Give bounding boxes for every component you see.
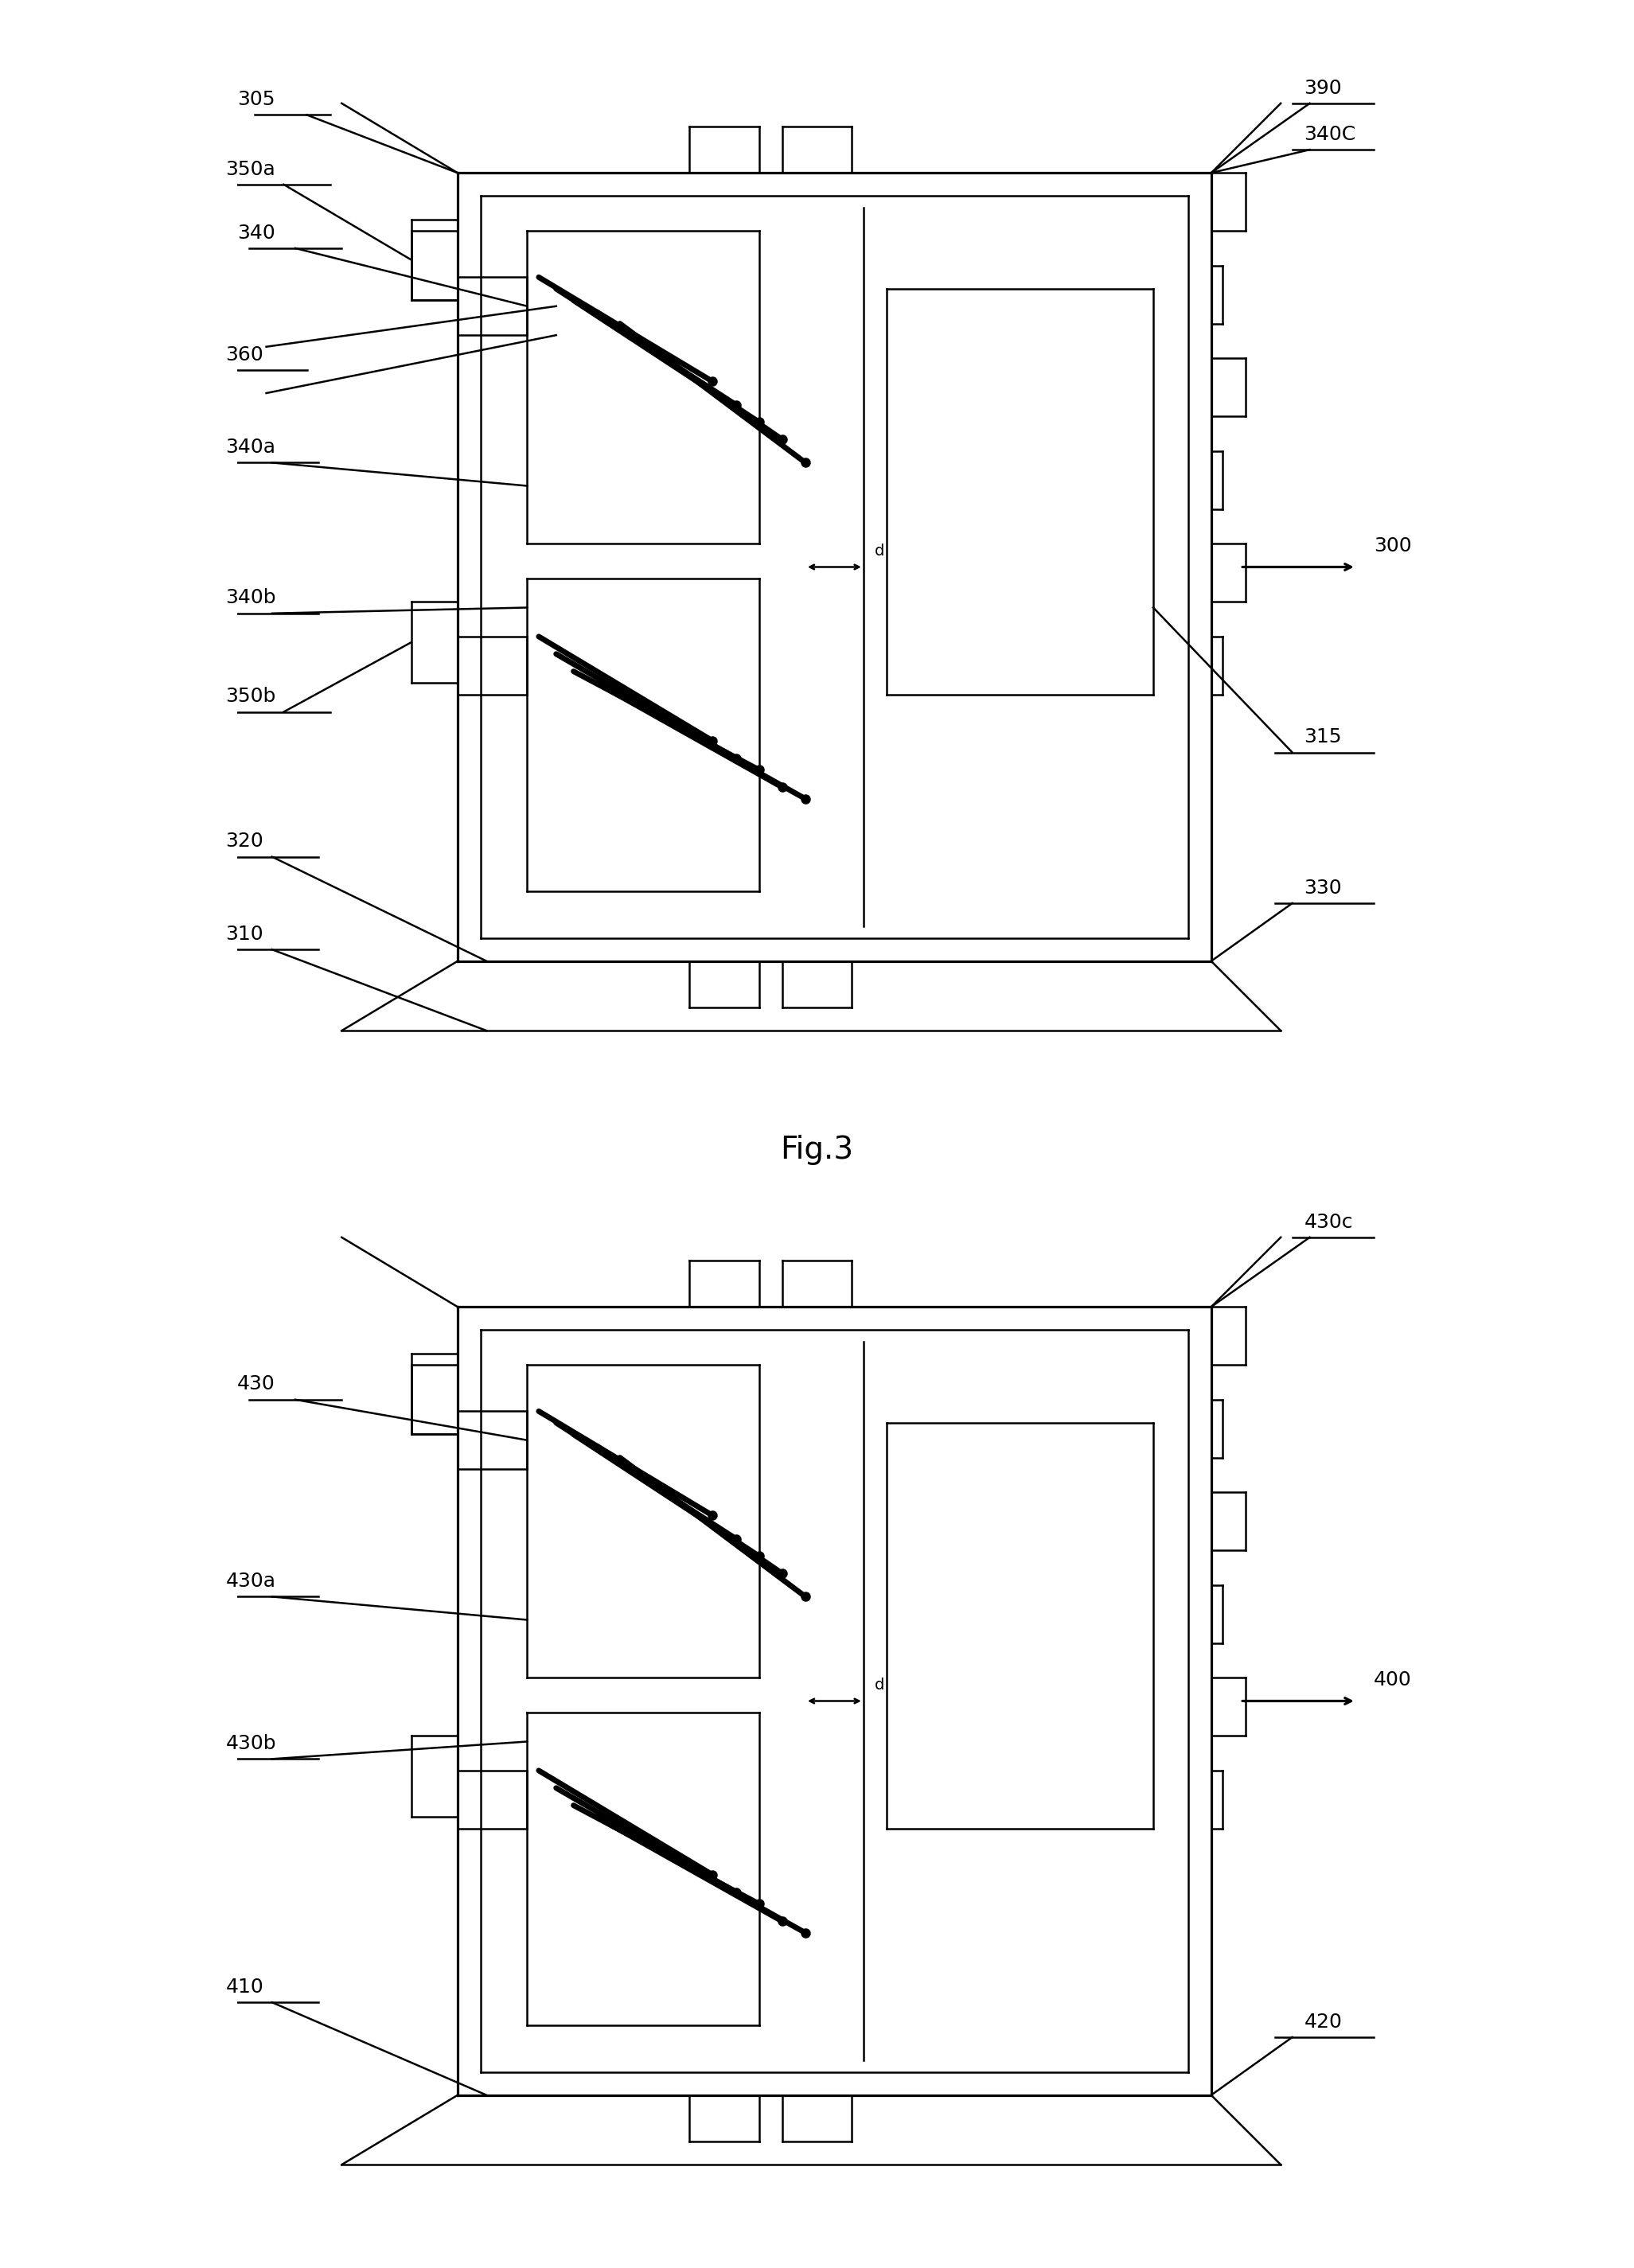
Text: Fig.3: Fig.3 (781, 1134, 853, 1166)
Text: 315: 315 (1304, 728, 1342, 746)
Text: 360: 360 (225, 345, 263, 365)
Text: 340b: 340b (225, 587, 276, 608)
Text: 410: 410 (225, 1978, 263, 1996)
Text: 430: 430 (237, 1374, 275, 1395)
Text: 340C: 340C (1304, 125, 1356, 143)
Text: d: d (874, 544, 886, 558)
Text: 420: 420 (1304, 2012, 1342, 2032)
Text: 350a: 350a (225, 159, 276, 179)
Text: 340a: 340a (225, 438, 276, 456)
Text: 310: 310 (225, 925, 263, 943)
Text: 390: 390 (1304, 79, 1342, 98)
Text: 350b: 350b (225, 687, 276, 705)
Text: 320: 320 (225, 832, 263, 850)
Text: 340: 340 (237, 222, 275, 243)
Text: 300: 300 (1374, 535, 1412, 556)
Text: 430b: 430b (225, 1735, 276, 1753)
Text: 430a: 430a (225, 1572, 276, 1590)
Text: d: d (874, 1678, 886, 1692)
Text: 305: 305 (237, 91, 275, 109)
Text: 330: 330 (1304, 878, 1342, 898)
Text: 400: 400 (1374, 1669, 1412, 1690)
Text: 430c: 430c (1304, 1213, 1353, 1232)
